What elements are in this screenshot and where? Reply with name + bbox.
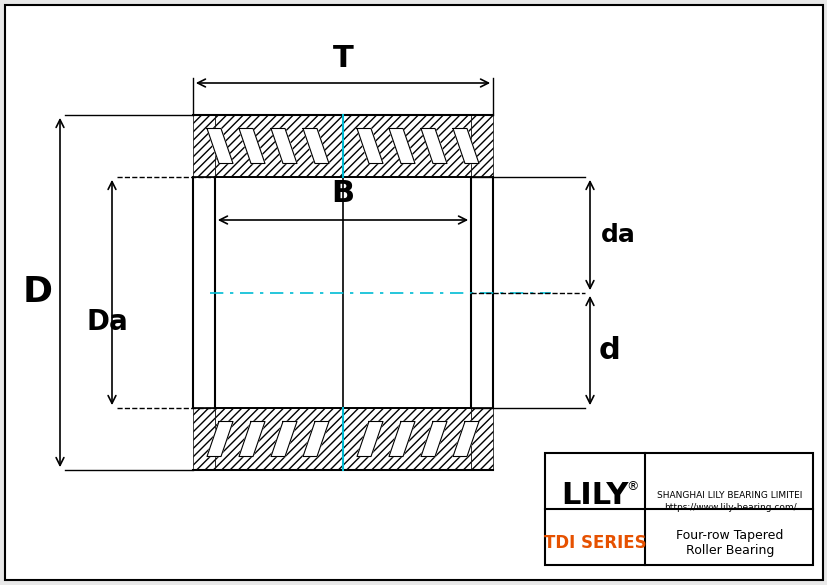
- Polygon shape: [389, 129, 414, 163]
- Polygon shape: [420, 422, 447, 456]
- Polygon shape: [207, 422, 232, 456]
- Bar: [471, 115, 492, 177]
- Bar: [544, 453, 812, 565]
- Text: TDI SERIES: TDI SERIES: [543, 534, 646, 552]
- Polygon shape: [270, 422, 297, 456]
- Polygon shape: [239, 422, 265, 456]
- Polygon shape: [452, 129, 478, 163]
- Text: LILY: LILY: [561, 481, 628, 511]
- Text: B: B: [331, 179, 354, 208]
- Text: https://www.lily-bearing.com/: https://www.lily-bearing.com/: [663, 503, 796, 511]
- Polygon shape: [356, 129, 383, 163]
- Polygon shape: [270, 129, 297, 163]
- Text: da: da: [600, 223, 634, 247]
- Polygon shape: [452, 422, 478, 456]
- Polygon shape: [356, 422, 383, 456]
- Text: ®: ®: [626, 480, 638, 494]
- Bar: [215, 115, 471, 177]
- Polygon shape: [303, 129, 328, 163]
- Text: Da: Da: [86, 308, 127, 336]
- Polygon shape: [389, 422, 414, 456]
- Polygon shape: [239, 129, 265, 163]
- Text: d: d: [599, 336, 620, 365]
- Bar: [471, 408, 492, 470]
- Polygon shape: [303, 422, 328, 456]
- Text: Four-row Tapered
Roller Bearing: Four-row Tapered Roller Bearing: [676, 529, 782, 557]
- Bar: [193, 115, 215, 177]
- Text: T: T: [332, 44, 353, 73]
- Text: SHANGHAI LILY BEARING LIMITEI: SHANGHAI LILY BEARING LIMITEI: [657, 490, 801, 500]
- Polygon shape: [207, 129, 232, 163]
- Bar: [193, 408, 215, 470]
- Polygon shape: [420, 129, 447, 163]
- Bar: [215, 408, 471, 470]
- Text: D: D: [23, 276, 53, 309]
